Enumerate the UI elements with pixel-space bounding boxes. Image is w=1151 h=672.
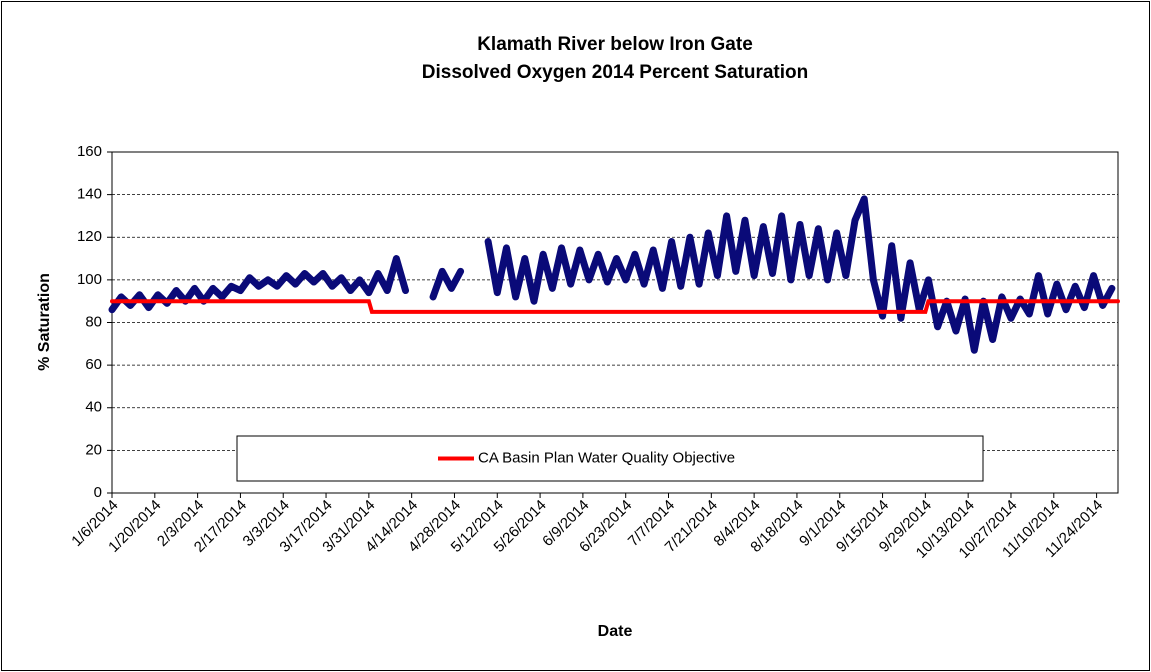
do-line: [108, 195, 1116, 354]
objective-line: [110, 299, 1120, 314]
x-axis-title: Date: [598, 623, 633, 640]
y-tick-label: 20: [85, 441, 102, 458]
y-tick-label: 100: [77, 271, 102, 288]
y-tick-label: 80: [85, 313, 102, 330]
y-tick-label: 60: [85, 356, 102, 373]
y-tick-label: 0: [94, 484, 102, 501]
y-tick-label: 40: [85, 399, 102, 416]
chart-subtitle: Dissolved Oxygen 2014 Percent Saturation: [422, 62, 809, 83]
legend-label: CA Basin Plan Water Quality Objective: [478, 449, 735, 466]
y-tick-label: 160: [77, 143, 102, 160]
plot-area: [111, 151, 1119, 494]
y-tick-label: 140: [77, 186, 102, 203]
chart-title: Klamath River below Iron Gate: [477, 34, 753, 55]
y-tick-label: 120: [77, 228, 102, 245]
y-axis-title: % Saturation: [36, 273, 53, 371]
legend-box: [236, 435, 984, 482]
